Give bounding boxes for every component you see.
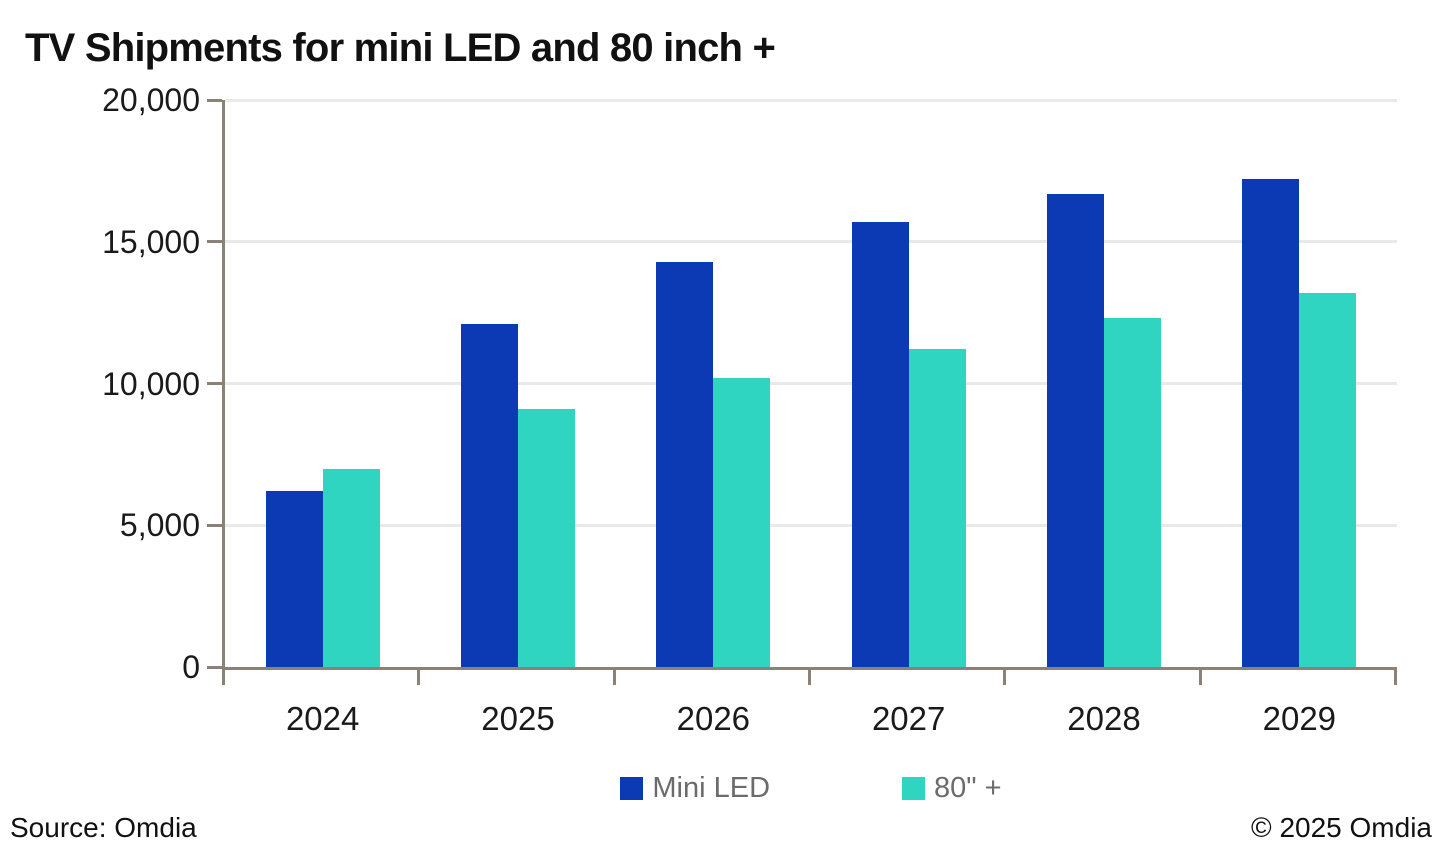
bar-80-2025 <box>518 409 575 667</box>
x-axis-label-2025: 2025 <box>481 700 555 737</box>
bar-mini-led-2029 <box>1242 179 1300 667</box>
x-axis-tick-0 <box>222 667 225 685</box>
bar-80-2029 <box>1299 292 1357 667</box>
y-axis-tick-20000 <box>207 98 222 102</box>
legend-item-mini-led: Mini LED <box>620 773 770 803</box>
y-axis-tick-label-10000: 10,000 <box>102 365 200 402</box>
y-axis-tick-5000 <box>207 523 222 527</box>
bar-mini-led-2025 <box>461 323 518 667</box>
y-axis-tick-10000 <box>207 382 222 385</box>
y-axis-tick-0 <box>207 665 222 669</box>
bar-mini-led-2024 <box>265 491 323 667</box>
x-axis-tick-6 <box>1394 667 1397 685</box>
footer: Source: Omdia © 2025 Omdia <box>0 810 1440 851</box>
x-axis-tick-4 <box>1003 667 1007 685</box>
x-axis-label-2026: 2026 <box>676 700 751 737</box>
bar-80-2026 <box>713 377 771 667</box>
x-axis-tick-5 <box>1198 667 1202 685</box>
bar-80-2027 <box>908 349 966 667</box>
gridline-15000 <box>225 240 1397 244</box>
x-axis-tick-1 <box>417 667 421 685</box>
y-axis-tick-label-5000: 5,000 <box>119 507 200 544</box>
legend-item-80: 80" + <box>902 773 1002 803</box>
chart-title: TV Shipments for mini LED and 80 inch + <box>25 26 776 70</box>
legend-label-mini-led: Mini LED <box>652 772 771 804</box>
x-axis-tick-2 <box>612 667 616 685</box>
legend-label-80: 80" + <box>934 772 1002 804</box>
x-axis-label-2029: 2029 <box>1262 700 1337 737</box>
bar-mini-led-2028 <box>1047 193 1104 667</box>
bar-mini-led-2027 <box>851 221 909 667</box>
gridline-10000 <box>225 382 1397 385</box>
bar-80-2024 <box>322 468 380 667</box>
y-axis-tick-label-0: 0 <box>182 649 200 685</box>
y-axis-tick-label-15000: 15,000 <box>102 223 200 260</box>
x-axis-tick-3 <box>808 667 811 685</box>
x-axis-label-2027: 2027 <box>871 700 946 737</box>
gridline-20000 <box>225 98 1397 102</box>
bar-mini-led-2026 <box>656 261 714 667</box>
y-axis-tick-label-20000: 20,000 <box>102 82 200 118</box>
legend: Mini LED 80" + <box>225 773 1397 803</box>
x-axis-label-2028: 2028 <box>1067 700 1141 737</box>
gridline-5000 <box>225 523 1397 527</box>
bar-80-2028 <box>1104 318 1161 667</box>
source-label: Source: Omdia <box>10 812 197 843</box>
legend-swatch-80 <box>902 776 926 800</box>
copyright-label: © 2025 Omdia <box>1251 812 1432 843</box>
legend-swatch-mini-led <box>620 776 644 800</box>
x-axis-label-2024: 2024 <box>285 700 360 737</box>
y-axis-tick-15000 <box>207 240 222 244</box>
y-axis-line <box>222 100 225 670</box>
